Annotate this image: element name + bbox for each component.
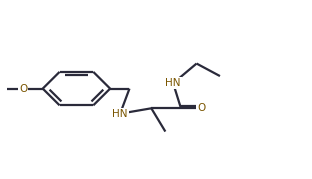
Text: O: O [19,84,27,94]
Text: O: O [197,103,205,113]
Text: HN: HN [165,78,181,88]
Text: HN: HN [112,109,128,119]
